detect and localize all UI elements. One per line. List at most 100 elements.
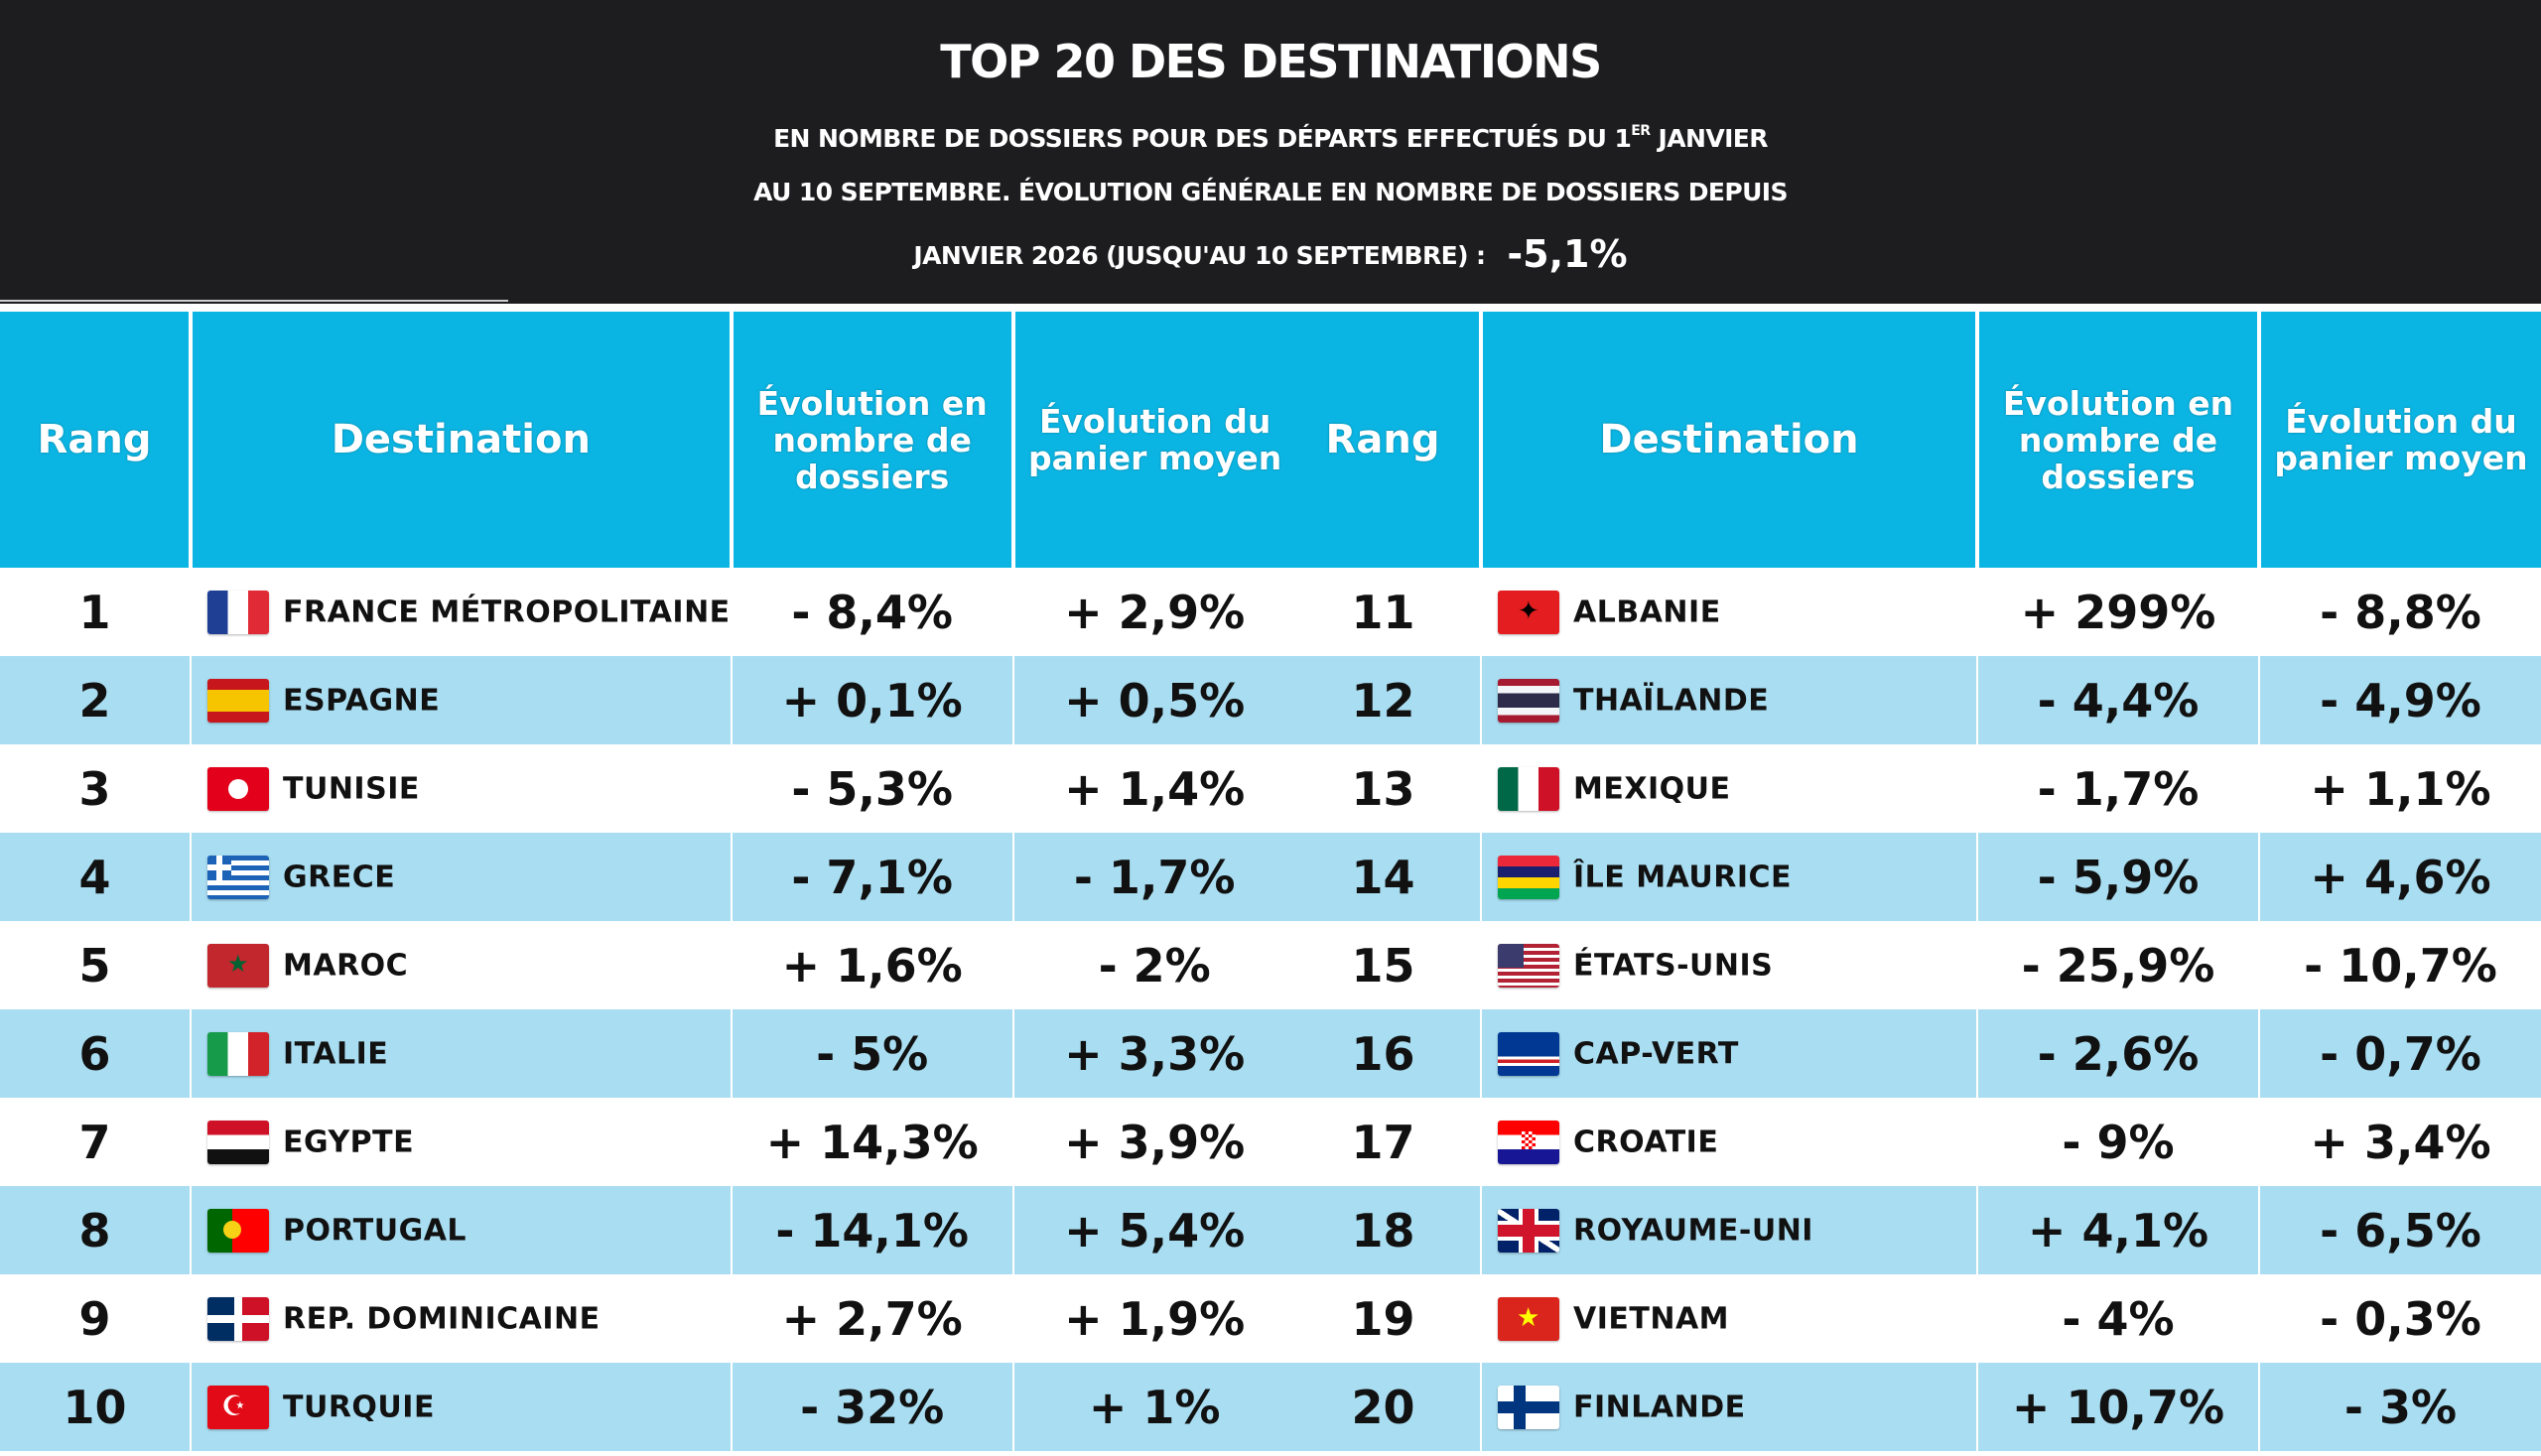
vietnam-flag-icon	[1498, 1296, 1559, 1341]
page-header: TOP 20 DES DESTINATIONS EN NOMBRE DE DOS…	[0, 0, 2541, 304]
panier-evolution-cell: - 2%	[1011, 921, 1295, 1009]
dossiers-evolution-cell: - 2,6%	[1976, 1009, 2259, 1098]
mexico-flag-icon	[1498, 766, 1559, 811]
panier-evolution-cell: - 0,3%	[2258, 1274, 2541, 1363]
rank-cell: 12	[1286, 656, 1481, 744]
table-header-row: Rang Destination Évolution en nombre de …	[0, 312, 1295, 568]
panier-evolution-cell: - 8,8%	[2258, 568, 2541, 656]
dossiers-evolution-cell: - 4,4%	[1976, 656, 2259, 744]
column-header-destination: Destination	[189, 312, 732, 568]
albania-flag-icon	[1498, 590, 1559, 634]
destination-name: PORTUGAL	[283, 1213, 468, 1248]
destination-cell: THAÏLANDE	[1480, 656, 1977, 744]
rank-cell: 16	[1286, 1009, 1481, 1098]
destination-cell: ÉTATS-UNIS	[1480, 921, 1977, 1009]
dossiers-evolution-cell: - 5,9%	[1976, 833, 2259, 921]
destination-name: VIETNAM	[1573, 1301, 1730, 1336]
panier-evolution-cell: + 2,9%	[1011, 568, 1295, 656]
panier-evolution-cell: - 3%	[2258, 1363, 2541, 1451]
portugal-flag-icon	[207, 1208, 269, 1253]
dossiers-evolution-cell: - 25,9%	[1976, 921, 2259, 1009]
destination-cell: ITALIE	[190, 1009, 732, 1098]
rank-cell: 3	[0, 744, 191, 833]
destination-cell: VIETNAM	[1480, 1274, 1977, 1363]
panier-evolution-cell: + 0,5%	[1011, 656, 1295, 744]
dossiers-evolution-cell: + 10,7%	[1976, 1363, 2259, 1451]
panier-evolution-cell: + 1,9%	[1011, 1274, 1295, 1363]
table-row: 4 GRECE - 7,1% - 1,7%	[0, 833, 1295, 921]
dossiers-evolution-cell: - 9%	[1976, 1098, 2259, 1186]
rank-cell: 20	[1286, 1363, 1481, 1451]
destination-cell: CROATIE	[1480, 1098, 1977, 1186]
dossiers-evolution-cell: - 14,1%	[730, 1186, 1013, 1274]
subtitle-line-3: JANVIER 2026 (JUSQU'AU 10 SEPTEMBRE) : -5…	[913, 232, 1628, 276]
panier-evolution-cell: + 4,6%	[2258, 833, 2541, 921]
rank-cell: 11	[1286, 568, 1481, 656]
table-row: 7 EGYPTE + 14,3% + 3,9%	[0, 1098, 1295, 1186]
rank-cell: 18	[1286, 1186, 1481, 1274]
destination-name: FRANCE MÉTROPOLITAINE	[283, 595, 731, 629]
dossiers-evolution-cell: + 299%	[1976, 568, 2259, 656]
destination-cell: CAP-VERT	[1480, 1009, 1977, 1098]
destination-cell: MEXIQUE	[1480, 744, 1977, 833]
destination-name: ROYAUME-UNI	[1573, 1213, 1813, 1248]
dossiers-evolution-cell: + 14,3%	[730, 1098, 1013, 1186]
rank-cell: 14	[1286, 833, 1481, 921]
rank-cell: 15	[1286, 921, 1481, 1009]
panier-evolution-cell: + 3,3%	[1011, 1009, 1295, 1098]
destination-name: THAÏLANDE	[1573, 683, 1770, 718]
destination-name: CAP-VERT	[1573, 1036, 1739, 1071]
column-header-dossiers: Évolution en nombre de dossiers	[1975, 312, 2259, 568]
rank-cell: 4	[0, 833, 191, 921]
panier-evolution-cell: - 0,7%	[2258, 1009, 2541, 1098]
rank-cell: 8	[0, 1186, 191, 1274]
rank-cell: 10	[0, 1363, 191, 1451]
destination-cell: ROYAUME-UNI	[1480, 1186, 1977, 1274]
destination-cell: ESPAGNE	[190, 656, 732, 744]
rank-cell: 13	[1286, 744, 1481, 833]
panier-evolution-cell: - 4,9%	[2258, 656, 2541, 744]
table-row: 16 CAP-VERT - 2,6% - 0,7%	[1286, 1009, 2541, 1098]
panier-evolution-cell: - 1,7%	[1011, 833, 1295, 921]
rank-cell: 2	[0, 656, 191, 744]
column-header-rank: Rang	[1286, 312, 1481, 568]
rank-cell: 19	[1286, 1274, 1481, 1363]
dossiers-evolution-cell: - 32%	[730, 1363, 1013, 1451]
france-flag-icon	[207, 590, 269, 634]
dossiers-evolution-cell: - 4%	[1976, 1274, 2259, 1363]
destination-cell: MAROC	[190, 921, 732, 1009]
panier-evolution-cell: + 5,4%	[1011, 1186, 1295, 1274]
destination-name: ÎLE MAURICE	[1573, 860, 1792, 894]
finland-flag-icon	[1498, 1385, 1559, 1429]
table-row: 13 MEXIQUE - 1,7% + 1,1%	[1286, 744, 2541, 833]
table-row: 19 VIETNAM - 4%- 0,3%	[1286, 1274, 2541, 1363]
rank-cell: 5	[0, 921, 191, 1009]
table-row: 17 CROATIE - 9% + 3,4%	[1286, 1098, 2541, 1186]
ranking-table-left: Rang Destination Évolution en nombre de …	[0, 312, 1295, 1451]
morocco-flag-icon	[207, 943, 269, 988]
column-header-destination: Destination	[1479, 312, 1977, 568]
subtitle-line-1: EN NOMBRE DE DOSSIERS POUR DES DÉPARTS E…	[773, 123, 1768, 153]
panier-evolution-cell: + 1%	[1011, 1363, 1295, 1451]
destination-cell: FRANCE MÉTROPOLITAINE	[190, 568, 732, 656]
destination-cell: TURQUIE	[190, 1363, 732, 1451]
destination-cell: TUNISIE	[190, 744, 732, 833]
destination-name: REP. DOMINICAINE	[283, 1301, 601, 1336]
dossiers-evolution-cell: - 5,3%	[730, 744, 1013, 833]
egypt-flag-icon	[207, 1120, 269, 1164]
destination-name: ÉTATS-UNIS	[1573, 948, 1774, 983]
usa-flag-icon	[1498, 943, 1559, 988]
table-header-row: Rang Destination Évolution en nombre de …	[1286, 312, 2541, 568]
destination-name: ESPAGNE	[283, 683, 441, 718]
dossiers-evolution-cell: - 8,4%	[730, 568, 1013, 656]
destination-cell: GRECE	[190, 833, 732, 921]
destination-name: MEXIQUE	[1573, 771, 1731, 806]
subtitle-line-2: AU 10 SEPTEMBRE. ÉVOLUTION GÉNÉRALE EN N…	[753, 178, 1788, 206]
destination-name: CROATIE	[1573, 1125, 1719, 1159]
dossiers-evolution-cell: - 7,1%	[730, 833, 1013, 921]
croatia-flag-icon	[1498, 1120, 1559, 1164]
table-row: 15 ÉTATS-UNIS - 25,9% - 10,7%	[1286, 921, 2541, 1009]
italy-flag-icon	[207, 1031, 269, 1076]
panier-evolution-cell: - 10,7%	[2258, 921, 2541, 1009]
tunisia-flag-icon	[207, 766, 269, 811]
